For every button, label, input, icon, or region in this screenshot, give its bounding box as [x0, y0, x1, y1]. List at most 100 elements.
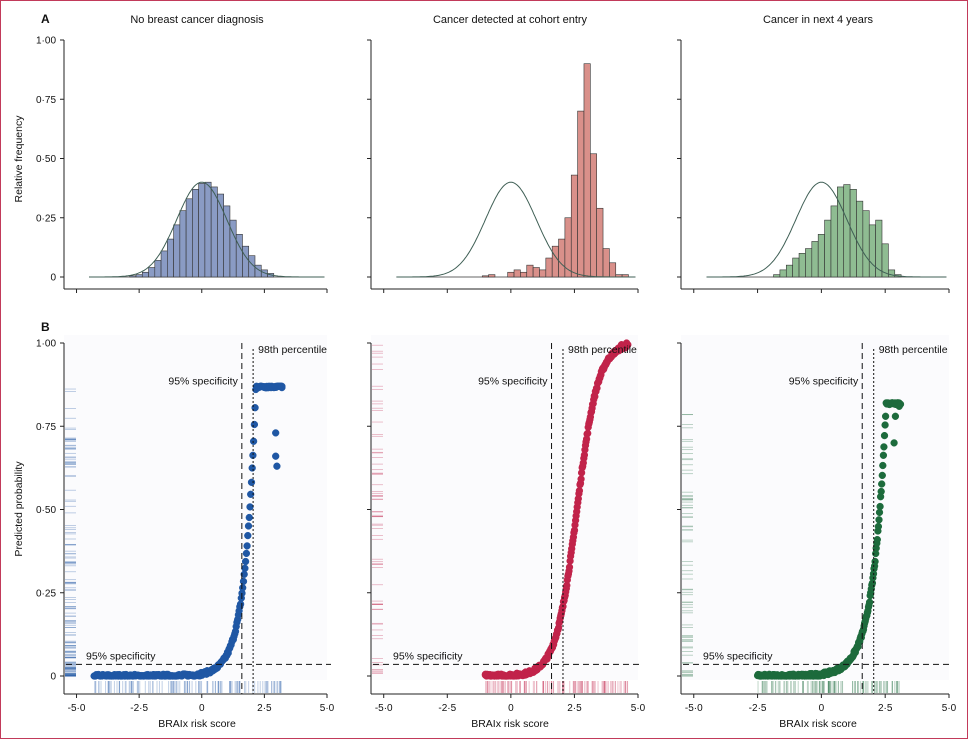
histogram-bar-2-14: [583, 63, 591, 278]
scatter-point-3-220: [875, 516, 883, 524]
panel-b-ytick-label-4: 1·00: [36, 339, 56, 350]
histogram-bar-3-3: [792, 257, 800, 278]
histogram-bar-2-15: [590, 153, 597, 278]
histogram-bar-3-14: [862, 210, 870, 278]
histogram-bar-3-8: [824, 219, 832, 278]
histogram-bar-3-5: [805, 248, 813, 278]
scatter-point-3-230: [880, 431, 889, 440]
histogram-bar-3-15: [868, 224, 876, 278]
panel-a-ylabel: Relative frequency: [13, 115, 25, 203]
histogram-bar-2-10: [558, 238, 566, 278]
reference-curve-3: [706, 181, 947, 278]
histogram-bar-2-8: [545, 257, 553, 278]
histogram-bar-2-5: [526, 264, 534, 278]
scatter-point-3-225: [878, 480, 886, 488]
scatter-point-1-205: [239, 584, 247, 592]
scatter-point-2-153: [565, 563, 574, 571]
panel-a-subplot-2: [367, 39, 639, 293]
scatter-point-2-186: [584, 429, 592, 437]
histogram-bar-1-7: [173, 224, 181, 278]
scatter-point-3-260: [891, 412, 900, 420]
histogram-bar-2-16: [596, 207, 604, 278]
panel-b-xtick-label-2-1: -2·5: [438, 703, 456, 714]
panel-b-xtick-label-3-0: -5·0: [685, 703, 703, 714]
reference-curve-2: [396, 181, 636, 278]
histogram-bar-1-8: [179, 210, 187, 278]
histogram-bar-1-2: [141, 271, 149, 278]
scatter-point-1-210: [242, 549, 251, 558]
histogram-bar-3-2: [785, 264, 793, 278]
panel-b-xtick-label-2-3: 2·5: [567, 703, 582, 714]
histogram-bar-2-17: [602, 248, 610, 278]
histogram-bar-2-0: [481, 275, 489, 278]
histogram-bar-2-9: [551, 245, 559, 278]
panel-b-xtick-label-1-3: 2·5: [257, 703, 272, 714]
scatter-point-3-228: [879, 451, 888, 459]
histogram-bar-3-11: [843, 184, 851, 278]
panel-b-xtick-label-2-0: -5·0: [375, 703, 393, 714]
scatter-point-3-261: [895, 402, 903, 410]
histogram-bar-2-4: [520, 271, 528, 278]
annotation-spec95-1: 95% specificity: [168, 376, 238, 388]
scatter-point-2-171: [575, 487, 584, 495]
histogram-bar-3-6: [811, 241, 819, 278]
histogram-bar-1-10: [192, 189, 199, 278]
xlabel-1: BRAIx risk score: [158, 718, 236, 730]
panel-b-xtick-label-3-1: -2·5: [749, 703, 767, 714]
panel-a-ytick-label-4: 1·00: [36, 36, 56, 47]
annotation-98th-2: 98th percentile: [568, 344, 637, 356]
panel-b-xtick-label-3-2: 0: [819, 703, 825, 714]
panel-b-letter: B: [41, 320, 50, 334]
scatter-point-1-211: [243, 542, 251, 550]
panel-b-subplot-3: [677, 335, 953, 698]
histogram-bar-1-1: [135, 274, 143, 278]
histogram-bar-3-13: [856, 200, 864, 278]
xlabel-3: BRAIx risk score: [779, 718, 857, 730]
xlabel-2: BRAIx risk score: [471, 718, 549, 730]
histogram-bar-2-6: [532, 267, 540, 278]
panel-b-xtick-label-2-4: 5·0: [631, 703, 646, 714]
panel-b-xtick-label-1-1: -2·5: [130, 703, 148, 714]
scatter-point-1-263: [278, 382, 286, 390]
histogram-bar-3-9: [830, 205, 838, 278]
subplot-title-3: Cancer in next 4 years: [763, 14, 874, 26]
scatter-point-1-212: [244, 531, 252, 540]
panel-b-subplot-1: [60, 335, 331, 698]
annotation-spec95-h-3: 95% specificity: [703, 650, 773, 662]
subplot-title-2: Cancer detected at cohort entry: [433, 14, 588, 26]
scatter-point-1-214: [245, 513, 253, 522]
scatter-point-3-226: [878, 471, 886, 480]
histogram-bar-1-12: [204, 181, 212, 278]
scatter-point-3-213: [871, 557, 879, 566]
histogram-bar-3-17: [881, 243, 889, 278]
histogram-bar-1-3: [148, 267, 156, 278]
histogram-bar-2-3: [513, 269, 521, 278]
histogram-bar-1-13: [210, 186, 218, 278]
panel-a-letter: A: [41, 12, 50, 26]
annotation-98th-3: 98th percentile: [879, 344, 948, 356]
scatter-point-1-261: [272, 452, 280, 460]
panel-b-bg-3: [681, 335, 949, 680]
scatter-point-1-206: [239, 577, 248, 586]
histogram-bar-1-6: [167, 238, 174, 278]
histogram-bar-1-18: [242, 245, 250, 278]
histogram-bar-1-0: [129, 275, 137, 278]
scatter-point-3-203: [865, 598, 874, 606]
panel-b-ylabel: Predicted probability: [13, 461, 25, 557]
scatter-point-1-202: [236, 600, 245, 608]
panel-b-ytick-label-1: 0·25: [36, 588, 56, 599]
panel-b-ytick-label-2: 0·50: [36, 505, 56, 516]
annotation-spec95-3: 95% specificity: [789, 376, 859, 388]
scatter-point-1-215: [246, 503, 254, 511]
histogram-bar-2-12: [570, 174, 578, 278]
histogram-bar-3-4: [798, 253, 806, 278]
scatter-point-1-213: [244, 522, 253, 530]
panel-b-ytick-label-0: 0: [50, 672, 56, 683]
scatter-point-1-209: [241, 557, 250, 566]
histogram-bar-1-9: [185, 198, 193, 278]
scatter-point-2-174: [577, 475, 585, 483]
scatter-point-1-218: [248, 464, 256, 472]
histogram-bar-1-11: [198, 183, 206, 278]
panel-a-ytick-label-3: 0·75: [36, 95, 56, 106]
